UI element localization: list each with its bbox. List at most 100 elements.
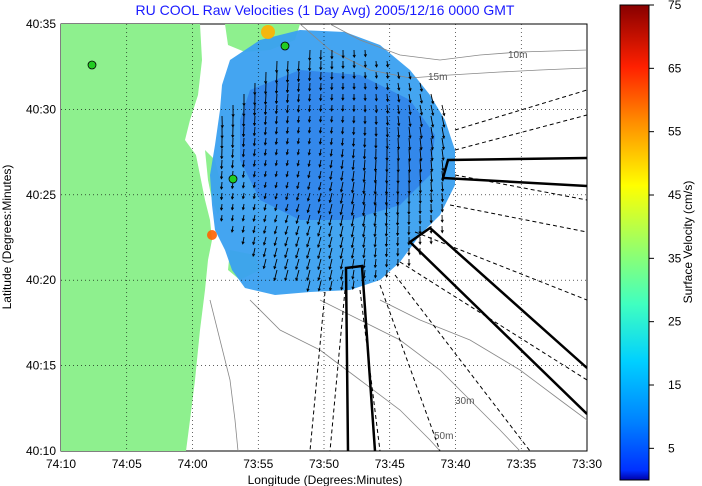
velocity-arrow [319, 115, 322, 122]
velocity-arrow [374, 269, 377, 278]
velocity-arrow [308, 126, 311, 133]
velocity-arrow-head [408, 99, 412, 104]
velocity-arrow-head [230, 155, 235, 159]
y-tick-label: 40:20 [26, 273, 56, 287]
velocity-arrow-head [263, 173, 267, 178]
velocity-arrow [408, 115, 411, 127]
velocity-arrow-head [373, 168, 378, 173]
velocity-arrow-head [385, 274, 389, 278]
velocity-arrow-head [328, 266, 332, 271]
velocity-arrow-head [319, 98, 323, 102]
velocity-arrow [264, 126, 267, 135]
velocity-arrow-head [350, 212, 354, 217]
velocity-arrow [253, 137, 256, 146]
contour-label-50m: 50m [434, 431, 453, 442]
colorbar-tick-label: 25 [668, 315, 682, 329]
velocity-arrow-head [350, 201, 355, 205]
velocity-arrow [264, 115, 267, 125]
velocity-arrow-head [263, 111, 268, 116]
velocity-arrow-head [241, 185, 245, 189]
velocity-arrow-head [396, 263, 400, 267]
velocity-arrow [363, 192, 366, 205]
velocity-arrow-head [363, 121, 367, 125]
velocity-arrow-head [407, 252, 411, 256]
velocity-arrow [253, 192, 256, 199]
velocity-arrow [308, 159, 311, 167]
velocity-arrow-head [317, 210, 321, 215]
velocity-arrow [296, 181, 300, 189]
velocity-arrow-head [374, 121, 378, 126]
velocity-arrow-head [419, 124, 423, 128]
velocity-arrow-head [328, 188, 333, 192]
velocity-arrow [264, 203, 267, 211]
chart-title: RU COOL Raw Velocities (1 Day Avg) 2005/… [136, 2, 515, 18]
velocity-arrow-head [441, 168, 445, 172]
velocity-arrow-head [263, 142, 267, 146]
velocity-arrow [397, 137, 400, 150]
x-tick-label: 73:45 [375, 457, 405, 471]
velocity-arrow [286, 126, 289, 134]
velocity-arrow [242, 159, 245, 167]
velocity-arrow [317, 214, 322, 225]
velocity-arrow-head [296, 141, 300, 145]
velocity-arrow [351, 214, 355, 227]
velocity-arrow [430, 93, 434, 104]
velocity-arrow-head [330, 66, 334, 70]
velocity-arrow-head [219, 196, 224, 201]
velocity-arrow-head [285, 185, 289, 189]
velocity-arrow-head [419, 147, 423, 151]
velocity-arrow-head [408, 123, 412, 128]
velocity-arrow-head [296, 163, 300, 167]
velocity-arrow-head [242, 113, 246, 117]
velocity-arrow-head [339, 189, 344, 193]
velocity-arrow-head [418, 200, 422, 205]
velocity-arrow [318, 203, 322, 214]
velocity-arrow-head [363, 144, 367, 148]
y-tick-label: 40:25 [26, 188, 56, 202]
velocity-arrow [221, 159, 223, 169]
velocity-arrow-head [252, 143, 256, 147]
velocity-arrow-head [296, 68, 301, 73]
velocity-arrow-head [317, 277, 321, 281]
velocity-arrow-head [330, 76, 334, 81]
velocity-arrow-head [319, 67, 323, 71]
velocity-arrow-head [407, 169, 412, 173]
velocity-arrow [352, 159, 355, 170]
velocity-arrow [306, 269, 311, 281]
y-tick-label: 40:30 [26, 102, 56, 116]
velocity-arrow [385, 192, 388, 205]
velocity-arrow-head [219, 176, 224, 180]
velocity-arrow [430, 159, 433, 172]
velocity-arrow [329, 258, 333, 270]
velocity-arrow [274, 236, 278, 246]
velocity-arrow-head [351, 143, 356, 148]
velocity-arrow [319, 126, 322, 133]
velocity-arrow-head [429, 220, 433, 224]
velocity-arrow-head [408, 147, 412, 151]
x-tick-label: 74:10 [46, 457, 76, 471]
velocity-arrow-head [339, 276, 344, 281]
velocity-arrow-head [274, 162, 278, 167]
velocity-arrow-head [252, 195, 256, 200]
velocity-arrow-head [407, 221, 411, 226]
velocity-arrow [309, 82, 311, 91]
velocity-arrow [317, 225, 322, 237]
velocity-arrow [430, 104, 434, 116]
velocity-arrow-head [285, 100, 290, 104]
velocity-arrow-head [284, 277, 288, 282]
colorbar [619, 4, 650, 481]
velocity-arrow [253, 159, 256, 167]
velocity-arrow-head [285, 89, 290, 94]
velocity-arrow-head [341, 108, 345, 112]
velocity-arrow-head [241, 144, 246, 148]
velocity-arrow [307, 170, 311, 178]
velocity-arrow [352, 170, 355, 182]
velocity-arrow-head [273, 277, 277, 282]
velocity-arrow [296, 192, 300, 201]
velocity-arrow [284, 258, 289, 270]
velocity-arrow-head [252, 207, 256, 211]
velocity-arrow [363, 170, 366, 182]
velocity-arrow-head [374, 86, 378, 91]
velocity-arrow-head [241, 174, 245, 179]
velocity-arrow-head [274, 207, 278, 212]
